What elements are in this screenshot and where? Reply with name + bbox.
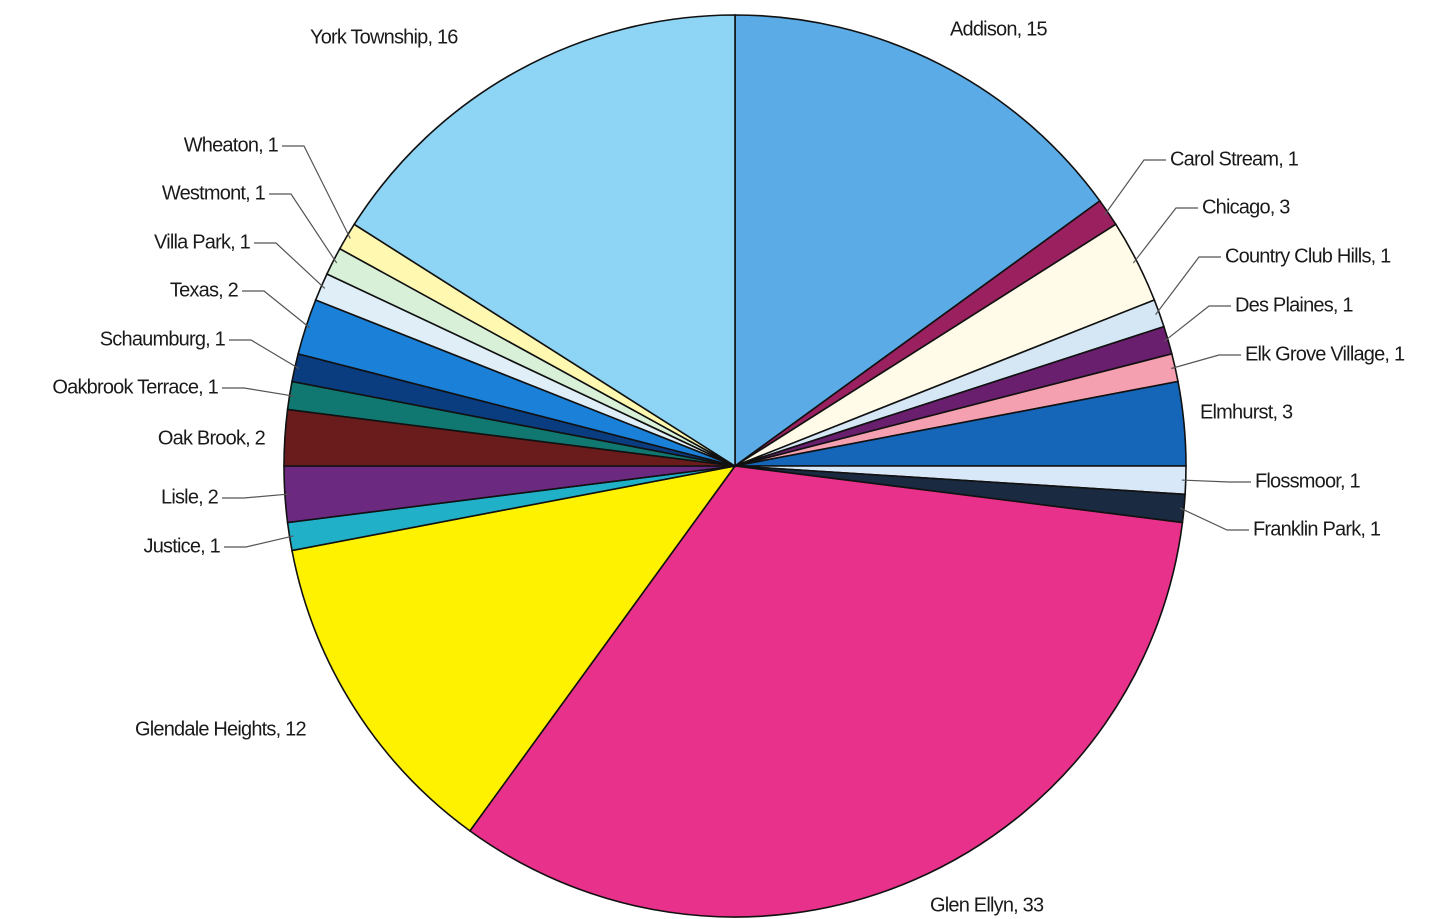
leader-line: [1179, 507, 1249, 531]
slice-label: Justice, 1: [144, 535, 221, 557]
slice-label: Villa Park, 1: [154, 231, 251, 253]
slice-label: Addison, 15: [950, 18, 1048, 40]
leader-line: [242, 290, 311, 329]
leader-line: [222, 387, 294, 397]
slice-label: Elk Grove Village, 1: [1245, 343, 1405, 365]
leader-line: [282, 145, 351, 239]
slice-label: Flossmoor, 1: [1255, 470, 1361, 492]
leader-line: [254, 242, 326, 289]
pie-slice: [291, 464, 737, 832]
slice-label: Glendale Heights, 12: [135, 718, 306, 740]
slice-label: Schaumburg, 1: [100, 328, 226, 350]
pie-slice: [353, 14, 736, 468]
slice-label: Glen Ellyn, 33: [930, 894, 1044, 916]
leader-line: [1163, 305, 1231, 342]
leader-line: [229, 339, 300, 370]
pie-slice: [734, 14, 1101, 468]
slice-label: Chicago, 3: [1202, 196, 1290, 218]
slice-label: Des Plaines, 1: [1235, 294, 1353, 316]
leader-line: [1181, 479, 1251, 483]
pie-slice: [468, 465, 1184, 918]
leader-line: [1171, 354, 1241, 370]
leader-line: [1155, 256, 1221, 315]
leader-line: [224, 535, 294, 548]
slice-label: Wheaton, 1: [184, 134, 279, 156]
slice-label: Westmont, 1: [162, 182, 266, 204]
slice-label: Texas, 2: [170, 279, 239, 301]
leader-line: [1132, 207, 1198, 264]
leader-line: [269, 193, 338, 264]
slice-label: Country Club Hills, 1: [1225, 245, 1391, 267]
slice-label: Elmhurst, 3: [1200, 401, 1293, 423]
slice-label: Franklin Park, 1: [1253, 518, 1381, 540]
slice-label: Lisle, 2: [161, 486, 219, 508]
slice-label: Carol Stream, 1: [1170, 148, 1299, 170]
slice-label: York Township, 16: [310, 26, 458, 48]
slice-label: Oak Brook, 2: [158, 427, 266, 449]
slice-label: Oakbrook Terrace, 1: [52, 376, 218, 398]
leader-line: [222, 493, 289, 499]
leader-line: [1104, 159, 1166, 216]
